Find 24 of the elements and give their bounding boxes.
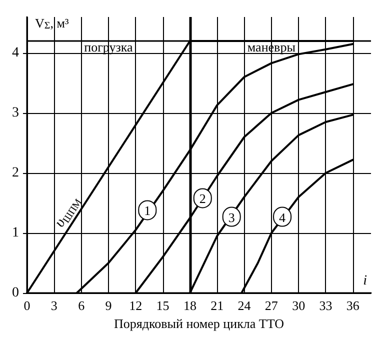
x-tick-label: 0	[24, 298, 30, 313]
x-tick-label: 21	[210, 298, 224, 313]
x-axis-title: Порядковый номер цикла ТТО	[114, 316, 284, 331]
annotation: 2	[199, 191, 206, 206]
x-tick-label: 15	[156, 298, 170, 313]
x-tick-label: 36	[346, 298, 360, 313]
x-tick-label: 18	[183, 298, 196, 313]
annotation: 4	[279, 210, 286, 225]
y-tick-label: 3	[12, 106, 19, 120]
x-tick-label: 12	[129, 298, 142, 313]
y-tick-label: 4	[12, 46, 19, 60]
x-tick-label: 33	[319, 298, 332, 313]
y-tick-label: 0	[12, 286, 19, 300]
x-tick-label: 27	[264, 298, 278, 313]
x-tick-label: 24	[238, 298, 252, 313]
x-tick-label: 9	[105, 298, 112, 313]
x-tick-label: 6	[78, 298, 86, 313]
annotation: 1	[144, 203, 151, 218]
y-tick-label: 2	[12, 166, 19, 180]
x-tick-label: 3	[50, 298, 58, 313]
y-tick-label: 1	[12, 226, 19, 240]
x-tick-label: 30	[292, 298, 306, 313]
annotation: i	[363, 274, 368, 288]
annotation: 3	[228, 210, 235, 225]
